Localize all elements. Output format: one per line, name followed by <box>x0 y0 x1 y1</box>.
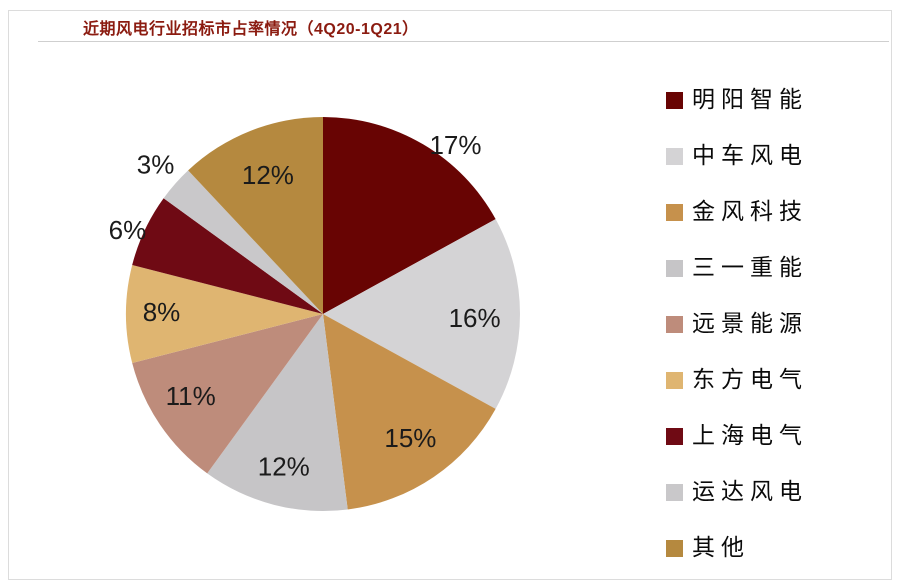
legend-item-三一重能: 三一重能 <box>666 252 808 284</box>
legend-swatch-icon <box>666 259 683 277</box>
slice-value-label-东方电气: 8% <box>143 297 181 327</box>
legend-item-东方电气: 东方电气 <box>666 364 808 396</box>
legend-item-label: 明阳智能 <box>692 86 808 113</box>
legend-item-label: 东方电气 <box>692 366 808 393</box>
pie-slice-其他 <box>188 117 323 314</box>
legend-item-label: 运达风电 <box>692 478 808 505</box>
slice-value-label-中车风电: 16% <box>449 303 501 333</box>
slice-value-label-运达风电: 3% <box>137 149 175 179</box>
slice-value-label-三一重能: 12% <box>258 452 310 482</box>
legend-item-label: 金风科技 <box>692 198 808 225</box>
legend-swatch-icon <box>666 203 683 221</box>
legend-swatch-icon <box>666 315 683 333</box>
legend-swatch-icon <box>666 427 683 445</box>
slice-value-label-金风科技: 15% <box>384 423 436 453</box>
pie-chart: 17% 16% 15% 12% 11% 8% 6% 3% 12% <box>109 117 521 512</box>
legend-item-运达风电: 运达风电 <box>666 476 808 508</box>
slice-value-label-明阳智能: 17% <box>429 130 481 160</box>
pie-slice-运达风电 <box>163 170 323 314</box>
slice-value-label-上海电气: 6% <box>109 215 147 245</box>
legend-item-label: 远景能源 <box>692 310 808 337</box>
legend-item-label: 上海电气 <box>692 422 808 449</box>
legend-item-label: 其他 <box>692 534 750 561</box>
legend-item-其他: 其他 <box>666 532 808 564</box>
pie-slice-东方电气 <box>126 265 323 363</box>
legend-swatch-icon <box>666 539 683 557</box>
legend-item-label: 三一重能 <box>692 254 808 281</box>
pie-slice-金风科技 <box>323 314 496 510</box>
legend-item-明阳智能: 明阳智能 <box>666 84 808 116</box>
legend-swatch-icon <box>666 147 683 165</box>
legend-item-远景能源: 远景能源 <box>666 308 808 340</box>
pie-slice-明阳智能 <box>323 117 496 314</box>
slice-value-label-其他: 12% <box>242 160 294 190</box>
pie-slice-中车风电 <box>323 219 521 409</box>
legend-item-金风科技: 金风科技 <box>666 196 808 228</box>
legend-swatch-icon <box>666 483 683 501</box>
chart-legend: 明阳智能中车风电金风科技三一重能远景能源东方电气上海电气运达风电其他 <box>666 84 808 584</box>
legend-item-中车风电: 中车风电 <box>666 140 808 172</box>
slice-value-label-远景能源: 11% <box>166 381 216 411</box>
pie-slice-上海电气 <box>132 198 323 314</box>
legend-swatch-icon <box>666 371 683 389</box>
pie-slice-三一重能 <box>207 314 348 512</box>
title-divider <box>38 41 889 42</box>
pie-slice-远景能源 <box>132 314 323 474</box>
legend-item-label: 中车风电 <box>692 142 808 169</box>
page-title: 近期风电行业招标市占率情况（4Q20-1Q21） <box>83 21 419 38</box>
legend-swatch-icon <box>666 91 683 109</box>
legend-item-上海电气: 上海电气 <box>666 420 808 452</box>
